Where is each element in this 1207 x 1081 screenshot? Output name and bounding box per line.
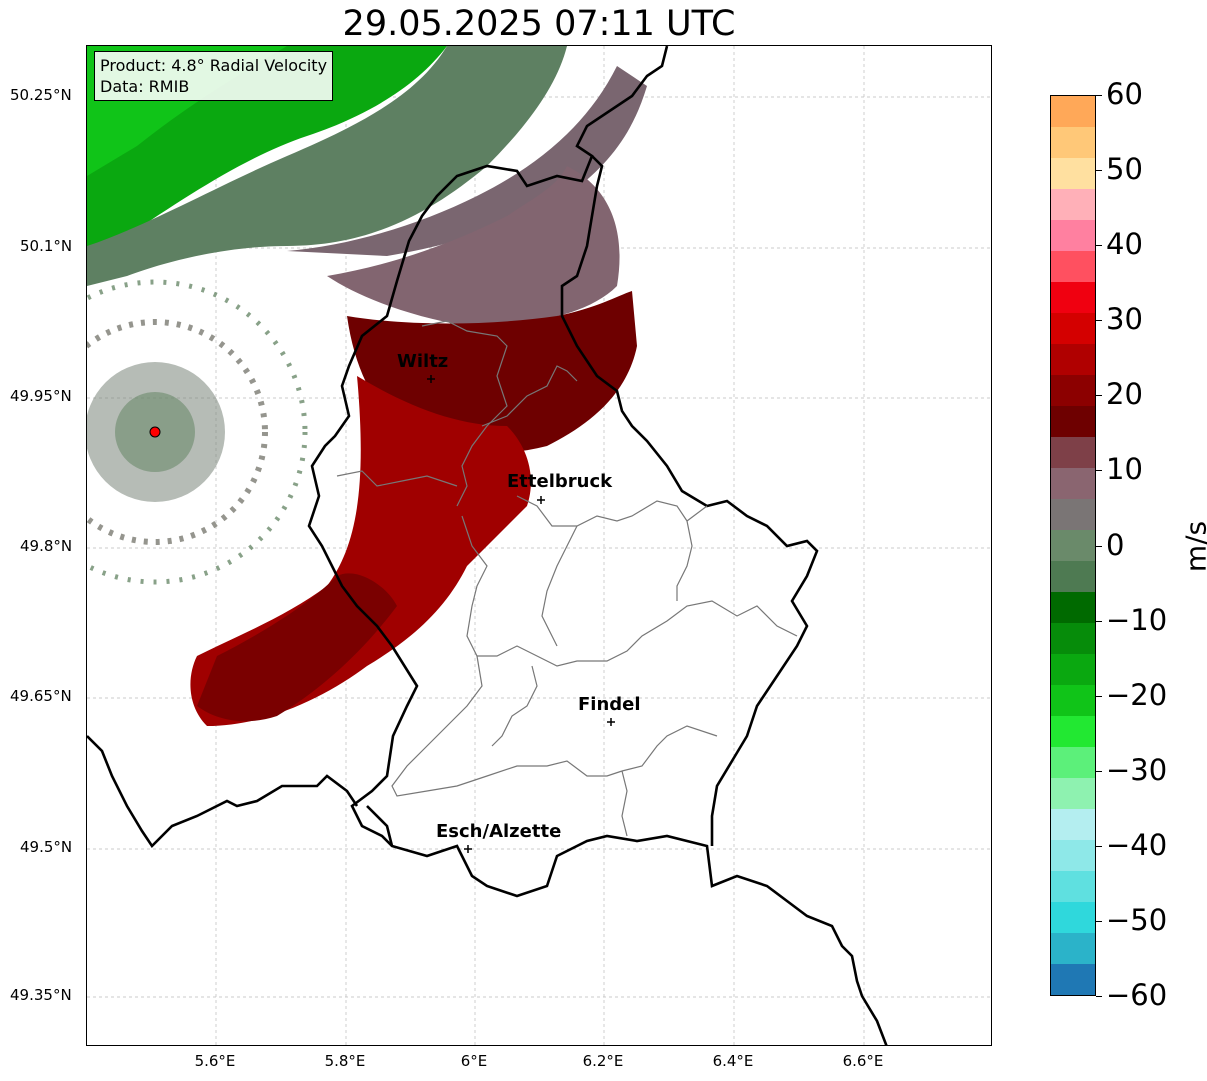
city-label-ettelbruck: Ettelbruck xyxy=(507,471,613,492)
colorbar-unit-label: m/s xyxy=(1179,520,1207,573)
colorbar-tick xyxy=(1096,545,1102,547)
city-label-esch: Esch/Alzette xyxy=(436,821,562,842)
lon-label: 5.6°E xyxy=(194,1052,236,1070)
lon-label: 6.2°E xyxy=(582,1052,624,1070)
colorbar-tick-label: −10 xyxy=(1106,602,1168,637)
map-title: 29.05.2025 07:11 UTC xyxy=(342,4,736,44)
colorbar-tick-label: 60 xyxy=(1106,77,1143,111)
lat-label: 50.1°N xyxy=(20,237,73,255)
product-info-box: Product: 4.8° Radial Velocity Data: RMIB xyxy=(94,51,334,101)
colorbar-tick-label: −20 xyxy=(1106,677,1168,712)
lon-label: 5.8°E xyxy=(324,1052,366,1070)
district-borders xyxy=(336,320,798,837)
lon-label: 6.4°E xyxy=(712,1052,754,1070)
lat-label: 49.8°N xyxy=(20,537,73,555)
lat-label: 49.35°N xyxy=(10,986,72,1004)
city-markers xyxy=(427,375,615,853)
colorbar-tick xyxy=(1096,920,1102,922)
colorbar-tick xyxy=(1096,845,1102,847)
lon-label: 6°E xyxy=(460,1052,488,1070)
colorbar-tick-label: −40 xyxy=(1106,827,1168,862)
colorbar-tick-label: 10 xyxy=(1106,452,1143,487)
colorbar-tick xyxy=(1096,620,1102,622)
lat-label: 49.5°N xyxy=(20,838,73,856)
colorbar-tick-label: 50 xyxy=(1106,152,1143,187)
colorbar-tick-label: −50 xyxy=(1106,902,1168,937)
colorbar-tick xyxy=(1096,320,1102,322)
country-borders xyxy=(87,46,888,1045)
map-canvas xyxy=(87,46,991,1045)
city-label-findel: Findel xyxy=(578,694,641,715)
colorbar-tick-label: 20 xyxy=(1106,377,1143,412)
city-label-wiltz: Wiltz xyxy=(397,351,449,372)
radar-site-icon xyxy=(149,426,161,438)
data-source-label: Data: RMIB xyxy=(100,77,190,96)
colorbar-tick xyxy=(1096,95,1102,96)
colorbar-tick xyxy=(1096,996,1102,997)
colorbar-tick-label: −60 xyxy=(1106,978,1168,1012)
colorbar-tick xyxy=(1096,770,1102,772)
lon-label: 6.6°E xyxy=(842,1052,884,1070)
colorbar xyxy=(1050,95,1096,996)
product-label: Product: 4.8° Radial Velocity xyxy=(100,56,328,75)
colorbar-tick xyxy=(1096,170,1102,172)
colorbar-tick-label: 0 xyxy=(1106,527,1125,562)
colorbar-tick xyxy=(1096,470,1102,472)
colorbar-tick-label: 40 xyxy=(1106,227,1143,262)
colorbar-tick xyxy=(1096,245,1102,247)
lat-label: 49.95°N xyxy=(10,387,72,405)
colorbar-tick xyxy=(1096,395,1102,397)
velocity-echoes xyxy=(87,46,647,726)
lat-label: 49.65°N xyxy=(10,687,72,705)
colorbar-tick-label: −30 xyxy=(1106,752,1168,787)
colorbar-tick xyxy=(1096,695,1102,697)
lat-label: 50.25°N xyxy=(10,86,72,104)
map-panel[interactable] xyxy=(86,45,992,1046)
colorbar-tick-label: 30 xyxy=(1106,302,1143,337)
